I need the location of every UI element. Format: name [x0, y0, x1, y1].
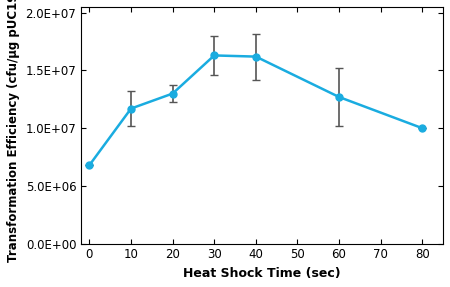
X-axis label: Heat Shock Time (sec): Heat Shock Time (sec) — [183, 267, 341, 280]
Y-axis label: Transformation Efficiency (cfu/μg pUC19): Transformation Efficiency (cfu/μg pUC19) — [7, 0, 20, 262]
